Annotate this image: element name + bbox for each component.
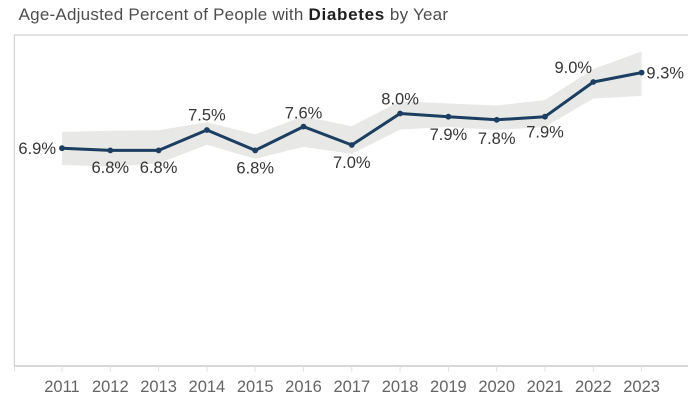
svg-text:2014: 2014: [189, 378, 226, 396]
svg-text:2017: 2017: [333, 378, 370, 396]
svg-text:2011: 2011: [44, 378, 79, 396]
svg-text:2020: 2020: [478, 378, 515, 396]
svg-text:2018: 2018: [382, 378, 419, 396]
svg-text:2022: 2022: [575, 378, 612, 396]
svg-text:6.8%: 6.8%: [91, 159, 129, 177]
svg-text:2021: 2021: [527, 378, 564, 396]
svg-text:2013: 2013: [140, 378, 177, 396]
svg-text:6.8%: 6.8%: [140, 159, 178, 177]
svg-text:7.8%: 7.8%: [478, 130, 516, 148]
svg-text:9.3%: 9.3%: [646, 65, 684, 83]
svg-text:9.0%: 9.0%: [554, 59, 592, 77]
svg-text:6.9%: 6.9%: [18, 140, 56, 158]
svg-text:7.6%: 7.6%: [285, 105, 323, 123]
svg-text:2016: 2016: [285, 378, 322, 396]
svg-text:2023: 2023: [623, 378, 660, 396]
svg-text:6.8%: 6.8%: [236, 160, 274, 178]
svg-text:2012: 2012: [92, 378, 129, 396]
svg-text:7.5%: 7.5%: [188, 107, 226, 125]
svg-text:7.9%: 7.9%: [430, 126, 468, 144]
svg-text:2019: 2019: [430, 378, 467, 396]
svg-text:7.9%: 7.9%: [526, 124, 564, 142]
svg-text:8.0%: 8.0%: [381, 91, 419, 109]
svg-text:Age-Adjusted Percent of People: Age-Adjusted Percent of People with Diab…: [19, 5, 449, 24]
svg-text:7.0%: 7.0%: [333, 154, 371, 172]
svg-text:2015: 2015: [237, 378, 274, 396]
